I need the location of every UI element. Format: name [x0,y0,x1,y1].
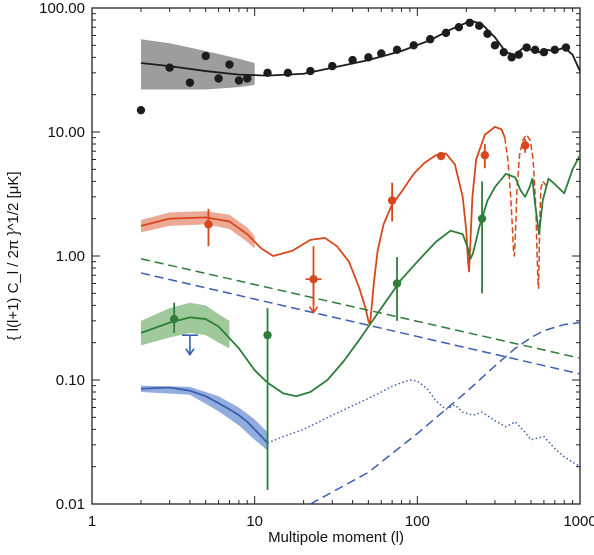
te-data-point [520,141,530,150]
b_mode-dashed-line [140,272,581,375]
temperature-data-point [392,45,402,55]
te-line [140,125,506,326]
y-tick-label: 0.10 [56,372,85,389]
temperature-data-point [530,45,540,55]
temperature-data-point [550,45,560,55]
axis-ticks [91,8,581,505]
y-tick-label: 10.00 [47,124,85,141]
temperature-data-point [441,28,451,38]
temperature-data-point [377,49,386,58]
temperature-data-point [499,48,508,57]
b_mode-line [140,386,269,444]
temperature-data-point [364,53,373,62]
temperature-band [140,39,255,90]
temperature-data-point [490,41,500,50]
x-tick-label: 1000 [563,513,594,530]
x-tick-label: 10 [246,513,263,530]
temperature-data-point [283,68,293,78]
temperature-data-point [243,74,252,83]
temperature-data-point [185,78,195,87]
te-data-point [387,196,397,205]
temperature-data-point [561,43,571,52]
temperature-data-point [539,48,549,57]
e_mode-data-point [263,330,272,340]
te-data-point [480,150,490,160]
temperature-data-point [165,63,174,72]
y-axis-title: { l(l+1) C_l / 2π }^1/2 [μK] [5,171,22,340]
b_mode-limit-arrow [185,348,195,357]
e_mode-data-point [392,279,402,288]
e_mode-data-point [477,214,487,223]
y-tick-label: 100.00 [39,0,85,17]
temperature-data-point [225,60,234,69]
temperature-data-point [483,29,492,38]
te-dashed-line [504,134,548,289]
e_mode-data-point [169,314,179,324]
temperature-data-point [465,18,474,27]
temperature-data-point [234,76,244,85]
temperature-data-point [328,61,337,71]
b_mode-dashed-line [310,321,581,505]
temperature-data-point [214,74,223,83]
e_mode-band [140,302,230,349]
te-limit-arrow [308,306,319,314]
data-points [136,18,571,490]
temperature-data-point [348,55,357,65]
temperature-data-point [522,43,531,52]
te-data-point [204,220,213,229]
te-data-point [436,151,446,161]
y-tick-label: 0.01 [56,496,85,513]
temperature-data-point [454,23,464,32]
temperature-data-point [474,21,484,30]
e_mode-line [140,154,581,398]
temperature-data-point [136,105,146,115]
temperature-data-point [201,51,210,61]
temperature-data-point [306,66,315,76]
temperature-data-point [409,41,418,50]
temperature-data-point [507,53,516,62]
temperature-data-point [514,50,523,59]
temperature-data-point [263,68,272,78]
b_mode-dotted-line [267,379,581,468]
e_mode-dashed-line [140,258,581,359]
x-tick-label: 100 [405,513,430,530]
model-curves [140,20,581,505]
y-tick-label: 1.00 [56,248,85,265]
x-axis-title: Multipole moment (l) [268,529,404,546]
temperature-data-point [426,35,435,44]
x-tick-label: 1 [88,513,96,530]
tick-labels: 1 10 100 1000 0.01 0.10 1.00 10.00 100.00 [39,0,594,530]
